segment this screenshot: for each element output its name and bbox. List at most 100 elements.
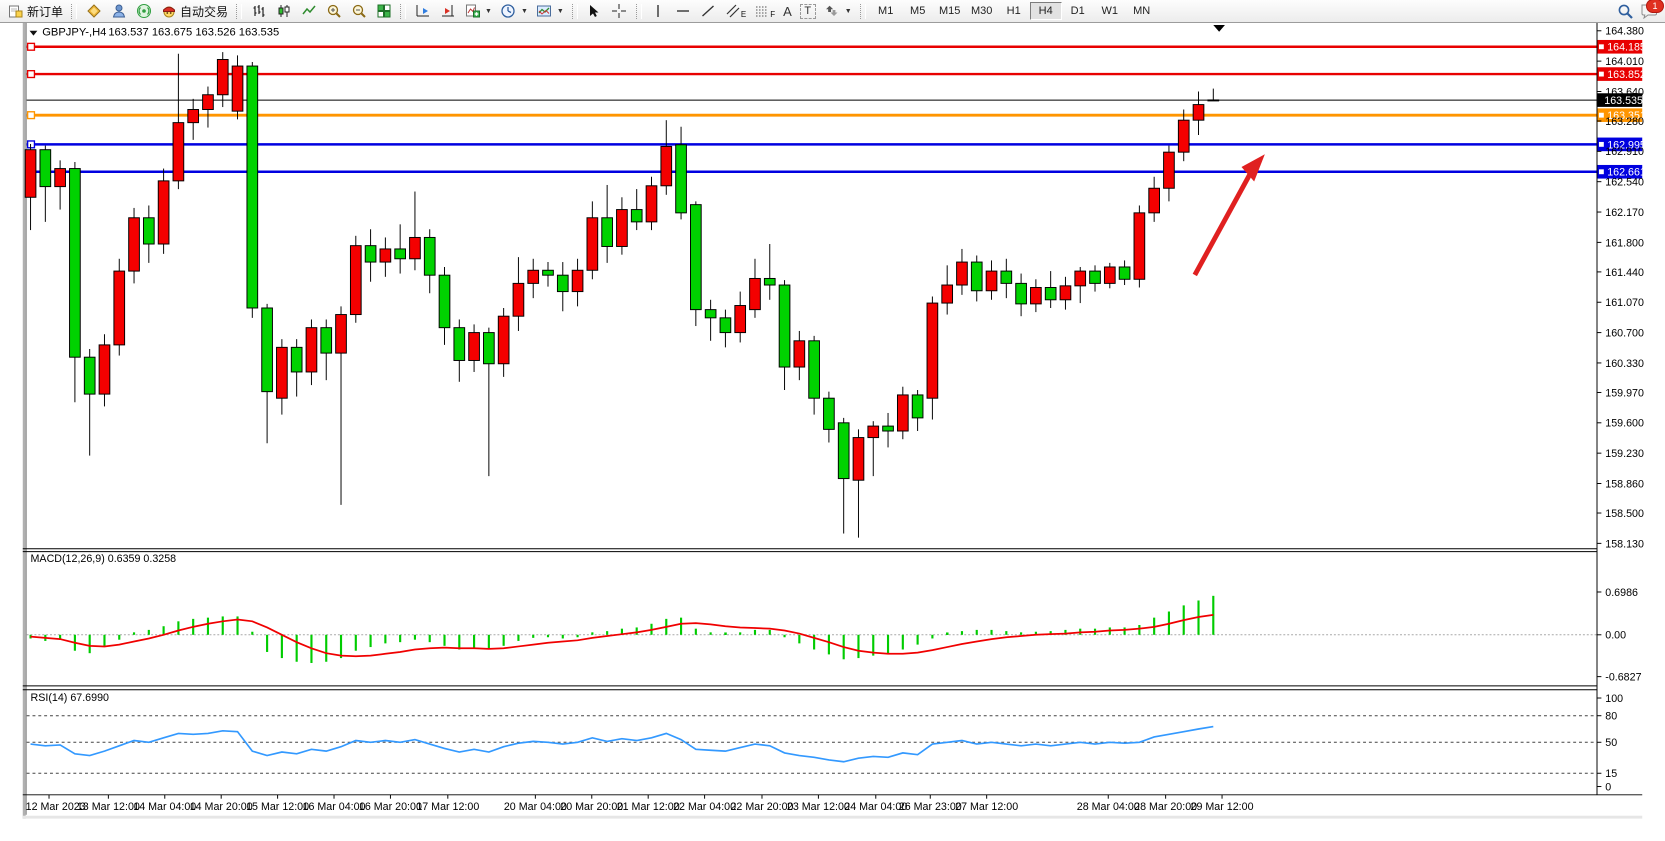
indicators-button[interactable]: ▼ xyxy=(460,0,496,22)
timeframe-group: M1 M5 M15 M30 H1 H4 D1 W1 MN xyxy=(870,2,1158,20)
text-tool-button[interactable]: A xyxy=(779,0,796,22)
rsi-line xyxy=(30,725,1214,763)
fibonacci-tool-button[interactable]: F xyxy=(750,0,779,22)
price-scale[interactable]: 164.380 164.010 163.640 163.280 162.910 162.5… xyxy=(1596,26,1644,551)
horizontal-line-tool-button[interactable] xyxy=(671,0,696,22)
timeframe-m1[interactable]: M1 xyxy=(878,5,894,17)
candle-body xyxy=(468,332,480,361)
zoom-in-button[interactable] xyxy=(321,0,346,22)
candle-body xyxy=(216,58,229,96)
search-icon[interactable] xyxy=(1617,3,1634,20)
community-button[interactable] xyxy=(106,0,131,22)
time-tick-label: 23 Mar 12:00 xyxy=(787,801,850,813)
level-line-anchor[interactable] xyxy=(26,69,36,79)
tile-windows-icon xyxy=(375,3,392,20)
line-chart-icon xyxy=(300,3,317,20)
time-tick-label: 28 Mar 04:00 xyxy=(1077,801,1140,813)
tile-windows-button[interactable] xyxy=(371,0,396,22)
arrows-icon xyxy=(824,3,841,20)
timeframe-m15[interactable]: M15 xyxy=(938,5,961,17)
autoscroll-button[interactable] xyxy=(410,0,435,22)
candle-body xyxy=(1059,285,1072,301)
candle-body xyxy=(808,340,820,399)
auto-trading-button[interactable]: 自动交易 xyxy=(156,0,232,22)
level-price-label: 162.995 xyxy=(1607,139,1646,151)
candle-body xyxy=(1163,151,1175,189)
macd-tick-label: -0.6827 xyxy=(1605,672,1641,684)
line-chart-mode-button[interactable] xyxy=(296,0,321,22)
price-tick-label: 160.700 xyxy=(1605,327,1644,339)
rsi-label: RSI(14) 67.6990 xyxy=(31,692,109,704)
candle-body xyxy=(1148,187,1160,214)
timeframe-mn[interactable]: MN xyxy=(1133,5,1151,17)
timeframe-m30[interactable]: M30 xyxy=(970,5,993,17)
timeframe-w1[interactable]: W1 xyxy=(1101,5,1118,17)
candle-body xyxy=(571,269,584,293)
gold-button[interactable] xyxy=(81,0,106,22)
candle-body xyxy=(409,236,421,260)
level-price-tag xyxy=(1597,39,1643,54)
candle-body xyxy=(1000,270,1013,284)
chart-shift-button[interactable] xyxy=(435,0,460,22)
crosshair-tool-button[interactable] xyxy=(607,0,632,22)
candle-body xyxy=(527,269,540,284)
dropdown-caret: ▼ xyxy=(520,7,528,15)
level-line-anchor[interactable] xyxy=(26,42,36,51)
candle-body xyxy=(941,284,954,304)
signals-button[interactable] xyxy=(131,0,156,22)
candle-body xyxy=(1074,270,1087,287)
time-tick-label: 26 Mar 23:00 xyxy=(899,801,962,813)
vertical-line-icon xyxy=(650,3,667,20)
trend-arrow[interactable] xyxy=(1192,170,1254,277)
price-tick-label: 162.910 xyxy=(1605,146,1644,158)
annotations-layer[interactable] xyxy=(1192,154,1265,277)
toolbar-right-group: 1 xyxy=(1617,0,1664,20)
templates-button[interactable]: ▼ xyxy=(532,0,568,22)
chart-window[interactable]: GBPJPY-,H4 163.537 163.675 163.526 163.5… xyxy=(0,23,1665,841)
candle-body xyxy=(128,217,140,272)
timeframe-m5[interactable]: M5 xyxy=(910,5,926,17)
trend-arrow-head[interactable] xyxy=(1241,154,1265,182)
candle-body xyxy=(364,245,377,263)
candle-body xyxy=(349,245,362,316)
candle-body xyxy=(172,122,185,182)
trendline-tool-button[interactable] xyxy=(696,0,721,22)
level-tag-notch xyxy=(1598,169,1604,175)
candle-body xyxy=(98,344,111,395)
candle-body xyxy=(985,270,998,292)
timeframe-h4[interactable]: H4 xyxy=(1029,2,1062,20)
price-tick-label: 161.440 xyxy=(1605,267,1644,279)
fibonacci-icon xyxy=(754,3,771,20)
vertical-line-tool-button[interactable] xyxy=(646,0,671,22)
timeframe-h1[interactable]: H1 xyxy=(1006,5,1021,17)
candle-body xyxy=(1103,266,1116,284)
bar-chart-mode-button[interactable] xyxy=(246,0,271,22)
macd-panel: 0.6986 0.00 -0.6827 xyxy=(26,587,1642,684)
arrows-tool-button[interactable]: ▼ xyxy=(820,0,856,22)
timeframe-d1[interactable]: D1 xyxy=(1070,5,1085,17)
auto-trading-label: 自动交易 xyxy=(180,4,229,19)
level-line-anchor[interactable] xyxy=(26,111,36,120)
candle-body xyxy=(276,346,288,399)
chat-button[interactable]: 1 xyxy=(1640,0,1664,19)
candle-body xyxy=(69,168,81,358)
candle-body xyxy=(1015,282,1027,305)
zoom-out-button[interactable] xyxy=(346,0,371,22)
chart-canvas[interactable]: GBPJPY-,H4 163.537 163.675 163.526 163.5… xyxy=(0,23,1665,841)
cursor-tool-button[interactable] xyxy=(582,0,607,22)
new-order-button[interactable]: 新订单 xyxy=(3,0,67,22)
periods-button[interactable]: ▼ xyxy=(496,0,532,22)
chart-title-collapse-icon[interactable] xyxy=(29,30,38,36)
level-line-anchor[interactable] xyxy=(26,140,36,149)
time-tick-label: 16 Mar 20:00 xyxy=(359,801,422,813)
macd-tick-label: 0.00 xyxy=(1605,630,1626,642)
equidistant-channel-tool-button[interactable]: E xyxy=(721,0,750,22)
candlestick-mode-button[interactable] xyxy=(271,0,296,22)
rsi-tick-label: 50 xyxy=(1605,737,1617,749)
candle-body xyxy=(823,397,835,430)
text-label-tool-button[interactable]: T xyxy=(796,0,820,22)
text-label-icon: T xyxy=(799,3,816,19)
bottom-strip xyxy=(22,815,1643,819)
horizontal-lines-layer[interactable]: 164.185 163.852 163.351 162.995 162.661 163.5… xyxy=(26,39,1646,179)
